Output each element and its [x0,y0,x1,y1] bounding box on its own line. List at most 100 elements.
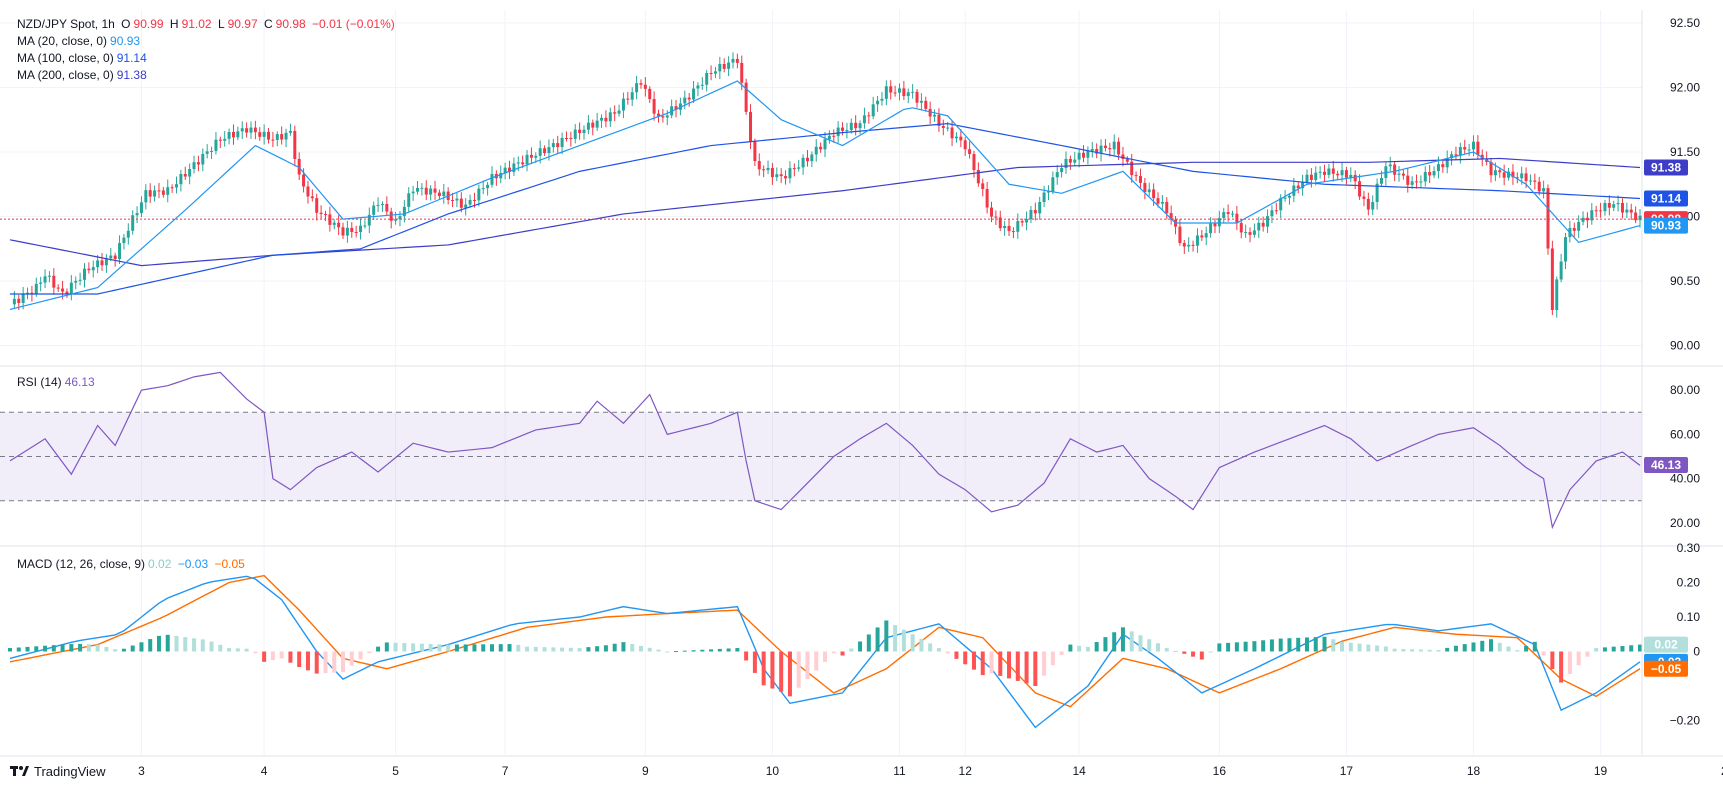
histogram-bar [1506,646,1511,652]
price-tick-label: 92.00 [1670,80,1700,94]
candle-body [792,168,796,170]
close-label: C [264,17,273,31]
histogram-bar [51,645,56,652]
histogram-bar [78,643,83,652]
ma100-badge-text: 91.14 [1651,191,1681,205]
candle-body [534,155,538,158]
legend-ma100[interactable]: MA (100, close, 0) 91.14 [17,50,150,66]
candle-body [573,129,577,139]
candle-body [363,225,367,227]
candle-body [1204,233,1208,238]
histogram-bar [95,644,100,652]
histogram-bar [744,651,749,661]
candle-body [280,134,284,140]
candle-body [867,115,871,117]
candle-body [429,188,433,195]
rsi-line [9,371,1641,530]
candle-body [319,212,323,214]
candle-body [990,207,994,217]
histogram-bar [1024,651,1029,684]
ma20-line [9,80,1641,311]
candle-body [367,214,371,226]
x-tick-label: 16 [1213,764,1227,778]
price-tick-label: 91.50 [1670,145,1700,159]
histogram-bar [770,651,775,689]
x-tick-label: 12 [959,764,973,778]
high-label: H [169,17,179,31]
histogram-bar [752,651,757,673]
candle-body [727,62,731,69]
ma200-badge-text: 91.38 [1651,160,1681,174]
candle-body [210,150,214,152]
candle-body [617,110,621,114]
legend-rsi[interactable]: RSI (14) 46.13 [17,374,98,390]
candle-body [1016,221,1020,232]
candle-body [96,260,100,268]
candle-body [862,115,866,124]
histogram-bar [691,650,696,652]
candle-body [183,173,187,177]
histogram-bar [928,643,933,652]
histogram-bar [568,647,573,652]
histogram-bar [1638,644,1642,652]
tradingview-logo[interactable]: TradingView [10,764,106,779]
hist-badge-text: 0.02 [1654,638,1678,652]
rsi-tick-label: 80.00 [1670,383,1700,397]
candle-body [1336,173,1340,176]
candle-body [288,130,292,133]
candle-body [262,131,266,137]
histogram-bar [533,646,538,652]
histogram-bar [901,629,906,652]
candle-body [253,127,257,133]
candle-body [521,162,525,165]
histogram-bar [849,648,854,652]
candle-body [223,138,227,141]
ma200-badge: 91.38 [1644,159,1688,176]
candle-body [1454,154,1458,156]
histogram-bar [349,651,354,666]
histogram-bar [823,651,827,662]
histogram-bar [1269,639,1274,652]
histogram-bar [910,634,915,652]
histogram-bar [200,639,205,652]
histogram-bar [1331,639,1336,652]
candle-body [135,213,139,216]
histogram-bar [1278,638,1283,652]
rsi-tick-label: 40.00 [1670,472,1700,486]
macd-value: −0.03 [177,557,209,571]
candle-body [56,287,60,289]
candle-body [1051,177,1055,192]
legend-macd[interactable]: MACD (12, 26, close, 9) 0.02 −0.03 −0.05 [17,556,248,572]
legend-ma20[interactable]: MA (20, close, 0) 90.93 [17,33,143,49]
candle-body [411,191,415,194]
candle-body [648,88,652,100]
candle-body [214,139,218,151]
candle-body [683,97,687,104]
candle-body [1252,230,1256,235]
histogram-bar [1287,638,1292,652]
histogram-bar [1410,649,1415,652]
signal-badge-bg [1644,660,1688,677]
candle-body [1182,242,1186,247]
candle-body [801,157,805,168]
candle-body [1191,244,1195,246]
candle-body [1033,210,1037,214]
candle-body [323,213,327,215]
candle-body [245,128,249,133]
candle-body [30,292,34,294]
candle-body [1301,182,1305,189]
candle-body [1511,171,1515,178]
candle-body [12,298,16,305]
legend-ma200[interactable]: MA (200, close, 0) 91.38 [17,67,150,83]
histogram-bar [971,651,976,670]
symbol-label[interactable]: NZD/JPY Spot, 1h [17,17,115,31]
tradingview-label: TradingView [34,764,106,779]
candle-body [692,88,696,100]
histogram-bar [43,645,48,652]
candle-body [170,187,174,189]
candle-body [1235,213,1239,223]
histogram-bar [446,644,451,652]
candle-body [525,154,529,165]
candle-body [551,143,555,148]
